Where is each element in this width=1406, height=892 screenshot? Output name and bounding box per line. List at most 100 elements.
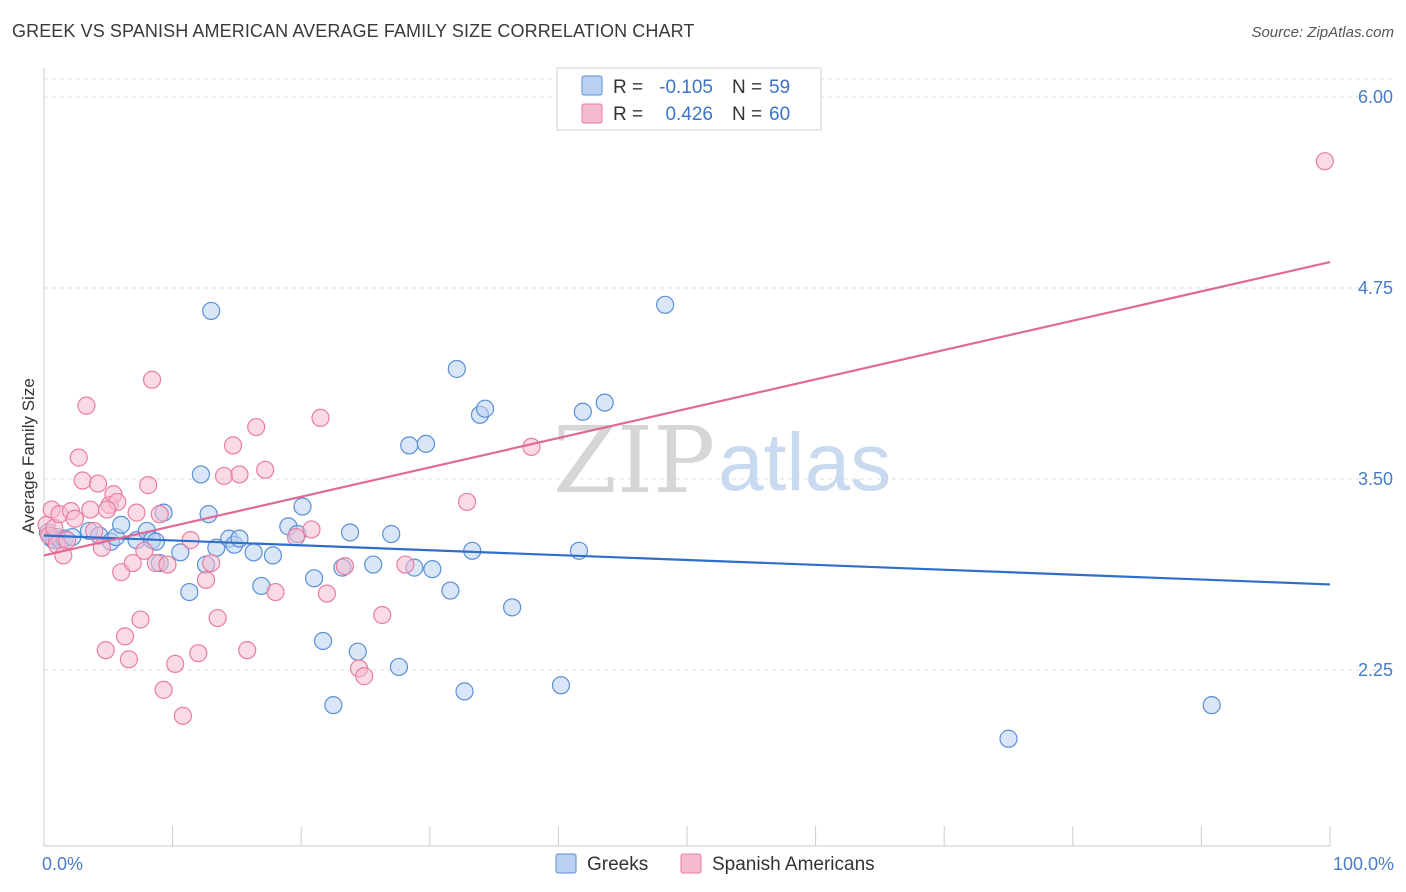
point-greeks-38 xyxy=(340,523,360,542)
bottom-legend-label-spanish-americans: Spanish Americans xyxy=(712,854,875,875)
legend-r-value-spanish-americans: 0.426 xyxy=(665,104,713,125)
point-greeks-48 xyxy=(447,359,466,379)
point-greeks-46 xyxy=(423,560,442,579)
point-spanish-americans-39 xyxy=(202,553,221,573)
point-greeks-40 xyxy=(364,555,383,574)
point-spanish-americans-26 xyxy=(131,610,150,629)
series-legend: Greeks Spanish Americans xyxy=(555,853,875,875)
legend-r-label-greeks: R = xyxy=(613,77,643,98)
series-spanish-americans-points xyxy=(37,152,1334,725)
point-greeks-45 xyxy=(416,434,436,453)
point-greeks-35 xyxy=(313,631,333,651)
trend-lines xyxy=(43,260,1331,586)
point-spanish-americans-12 xyxy=(77,396,96,415)
point-greeks-53 xyxy=(503,598,522,617)
point-spanish-americans-44 xyxy=(238,641,257,660)
x-ticks xyxy=(43,826,1331,846)
point-spanish-americans-15 xyxy=(88,474,108,493)
point-greeks-25 xyxy=(230,529,249,548)
point-spanish-americans-38 xyxy=(196,570,216,589)
point-spanish-americans-37 xyxy=(189,644,208,663)
point-greeks-41 xyxy=(382,524,401,544)
watermark: ZIP atlas xyxy=(553,407,891,514)
point-greeks-54 xyxy=(551,676,571,695)
point-greeks-60 xyxy=(1202,696,1221,715)
point-spanish-americans-9 xyxy=(65,509,84,528)
point-spanish-americans-13 xyxy=(81,500,100,519)
point-greeks-28 xyxy=(202,301,221,321)
point-spanish-americans-56 xyxy=(396,555,415,574)
point-spanish-americans-14 xyxy=(85,521,104,541)
point-greeks-18 xyxy=(171,543,190,562)
point-spanish-americans-60 xyxy=(1315,152,1334,171)
y-tick-label-1: 3.50 xyxy=(1358,469,1393,489)
point-greeks-57 xyxy=(595,393,614,412)
point-spanish-americans-7 xyxy=(58,531,77,550)
point-spanish-americans-54 xyxy=(355,667,374,686)
point-greeks-34 xyxy=(304,569,324,588)
point-greeks-52 xyxy=(475,399,495,418)
point-spanish-americans-34 xyxy=(166,654,185,673)
bottom-legend-label-greeks: Greeks xyxy=(587,854,648,875)
point-spanish-americans-51 xyxy=(317,584,337,603)
point-spanish-americans-49 xyxy=(302,520,321,539)
series-greeks-points xyxy=(38,295,1221,748)
point-spanish-americans-32 xyxy=(154,680,173,699)
x-tick-label-min: 0.0% xyxy=(42,854,83,874)
legend-n-value-spanish-americans: 60 xyxy=(769,104,790,125)
point-spanish-americans-52 xyxy=(335,556,355,576)
point-spanish-americans-11 xyxy=(73,471,92,490)
point-greeks-26 xyxy=(244,543,263,562)
source-label: Source: ZipAtlas.com xyxy=(1251,24,1394,41)
point-spanish-americans-35 xyxy=(173,706,192,725)
y-tick-label-2: 4.75 xyxy=(1358,278,1393,298)
point-greeks-19 xyxy=(180,582,199,602)
point-spanish-americans-24 xyxy=(123,553,142,573)
watermark-zip: ZIP xyxy=(553,407,715,514)
trend-line-spanish-americans xyxy=(43,260,1331,557)
point-spanish-americans-22 xyxy=(115,627,135,646)
point-spanish-americans-10 xyxy=(69,448,88,467)
point-spanish-americans-55 xyxy=(373,605,392,625)
point-greeks-30 xyxy=(263,546,283,565)
point-greeks-20 xyxy=(191,465,210,484)
point-spanish-americans-31 xyxy=(150,505,169,524)
legend-r-label-spanish-americans: R = xyxy=(613,104,643,125)
point-spanish-americans-33 xyxy=(158,555,177,574)
legend-n-label-spanish-americans: N = xyxy=(732,104,762,125)
legend-n-value-greeks: 59 xyxy=(769,77,790,98)
legend-n-label-greeks: N = xyxy=(732,77,762,98)
point-spanish-americans-27 xyxy=(135,541,154,560)
x-tick-label-max: 100.0% xyxy=(1333,854,1394,874)
point-greeks-36 xyxy=(324,696,343,715)
point-spanish-americans-59 xyxy=(97,500,117,519)
point-greeks-39 xyxy=(348,642,367,661)
bottom-legend-swatch-spanish-americans xyxy=(680,853,702,874)
point-spanish-americans-58 xyxy=(522,437,541,457)
point-greeks-43 xyxy=(400,436,419,455)
legend-r-value-greeks: -0.105 xyxy=(659,77,713,98)
point-spanish-americans-46 xyxy=(256,460,275,479)
point-spanish-americans-45 xyxy=(247,417,266,437)
point-greeks-47 xyxy=(441,581,460,600)
point-greeks-42 xyxy=(389,657,409,677)
point-spanish-americans-41 xyxy=(214,466,234,486)
legend-swatch-greeks xyxy=(581,75,603,96)
y-tick-labels: 2.25 3.50 4.75 6.00 xyxy=(1358,87,1393,680)
y-tick-label-3: 6.00 xyxy=(1358,87,1393,107)
point-greeks-33 xyxy=(293,497,312,516)
point-spanish-americans-17 xyxy=(96,641,115,660)
y-tick-label-0: 2.25 xyxy=(1358,660,1393,680)
point-spanish-americans-57 xyxy=(457,492,477,512)
point-spanish-americans-23 xyxy=(119,650,138,669)
point-greeks-56 xyxy=(573,402,592,421)
point-spanish-americans-48 xyxy=(286,527,306,547)
gridlines xyxy=(44,78,1394,671)
point-greeks-59 xyxy=(999,729,1018,748)
point-greeks-11 xyxy=(112,515,131,534)
point-spanish-americans-25 xyxy=(127,503,146,522)
bottom-legend-swatch-greeks xyxy=(555,853,577,874)
point-spanish-americans-43 xyxy=(230,465,249,484)
point-spanish-americans-29 xyxy=(142,370,162,389)
